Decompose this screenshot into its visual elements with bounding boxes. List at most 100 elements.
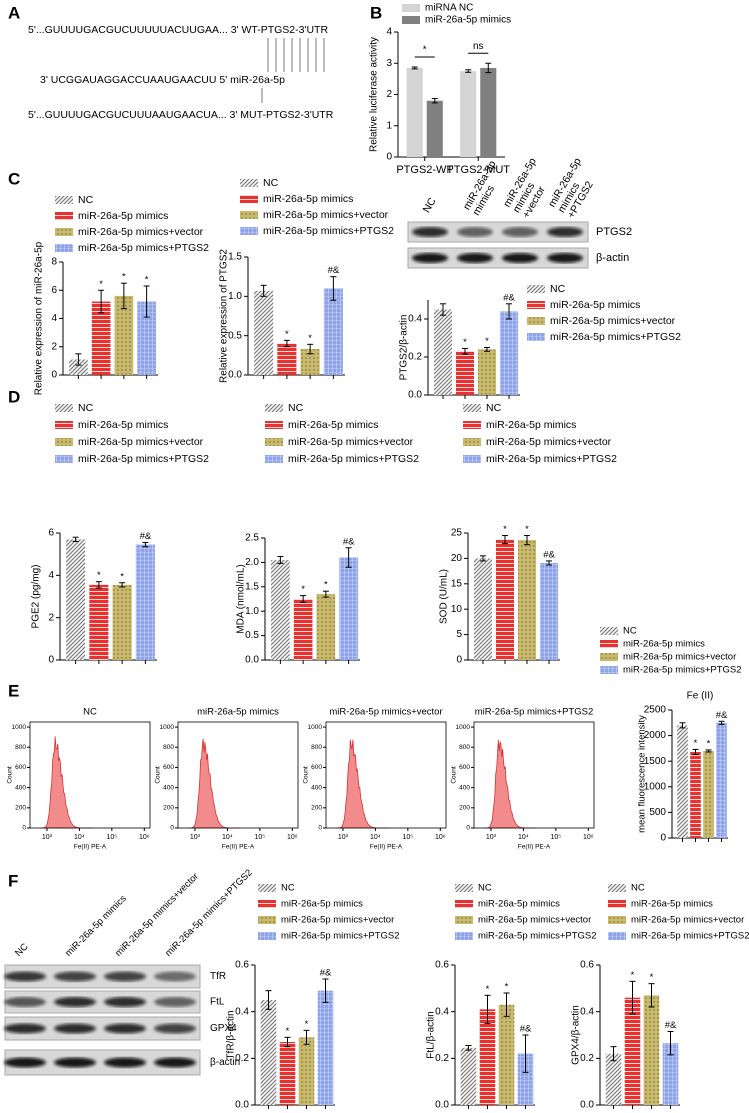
blot-band — [547, 253, 583, 263]
legend-label: miR-26a-5p mimics+vector — [478, 915, 591, 926]
y-tick-label: 4 — [48, 570, 54, 581]
y-axis-label: Count — [7, 766, 14, 784]
bar — [112, 584, 132, 660]
legend-swatch — [455, 884, 473, 892]
sequence: 3' UCGGAUAGGACCUAAUGAACUU 5' miR-26a-5p — [40, 74, 285, 86]
y-axis-label: Relative luciferase activity — [369, 37, 380, 152]
bar — [677, 725, 688, 838]
legend-swatch — [527, 301, 545, 309]
legend-label: NC — [78, 402, 94, 414]
blot-row-label: TfR — [210, 971, 226, 982]
flow-title: miR-26a-5p mimics+vector — [329, 707, 442, 718]
legend-label: miR-26a-5p mimics — [631, 899, 713, 910]
bar — [539, 562, 559, 660]
significance-label: #& — [343, 536, 355, 547]
x-tick-label: 10⁴ — [74, 834, 85, 841]
y-axis-label: Relative expression of miR-26a-5p — [34, 241, 45, 395]
y-tick-label: 400 — [311, 784, 322, 791]
y-tick-label: 1.0 — [245, 606, 259, 617]
y-axis-label: GPX4/β-actin — [571, 1005, 582, 1065]
x-tick-label: 10⁴ — [222, 834, 233, 841]
flow-title: NC — [83, 707, 97, 718]
bar — [517, 1053, 534, 1105]
bar-chart: 0.0 0.2 0.4 0.6 GPX4/β-actin NC miR-26a-5p mim… — [571, 883, 749, 1111]
legend-swatch — [240, 211, 258, 219]
significance-label: * — [525, 524, 529, 535]
blot-band — [54, 971, 96, 982]
bar — [114, 295, 134, 375]
legend-swatch — [600, 627, 618, 635]
bar — [716, 722, 727, 838]
y-tick-label: 0.4 — [435, 1006, 449, 1017]
blot-band — [154, 997, 196, 1007]
y-tick-label: 600 — [459, 764, 470, 771]
significance-label: * — [286, 1026, 290, 1037]
x-tick-label: 10⁵ — [254, 834, 265, 841]
y-tick-label: 400 — [163, 784, 174, 791]
blot-band — [4, 971, 46, 982]
bar — [690, 751, 701, 838]
legend-swatch — [455, 900, 473, 908]
y-axis-label: PTGS2/β-actin — [399, 315, 410, 381]
significance-label: * — [122, 272, 126, 283]
y-tick-label: 0 — [22, 825, 26, 832]
significance-label: #& — [140, 531, 152, 542]
legend-swatch — [463, 404, 481, 412]
legend-swatch — [455, 932, 473, 940]
y-tick-label: 10 — [451, 604, 463, 615]
legend-swatch — [527, 285, 545, 293]
significance-label: * — [631, 970, 635, 981]
legend-label: miR-26a-5p mimics+PTGS2 — [78, 453, 209, 465]
blot-band — [4, 1023, 46, 1034]
seq-pairing-lines — [261, 38, 325, 103]
legend-swatch — [258, 916, 276, 924]
panel-label: D — [8, 387, 20, 406]
bar — [406, 67, 423, 157]
blot-band — [412, 227, 448, 237]
legend-swatch — [463, 438, 481, 446]
x-tick-label: 10³ — [338, 834, 349, 841]
significance-label: ns — [473, 41, 484, 52]
y-tick-label: 2.5 — [245, 533, 259, 544]
flow-title: miR-26a-5p mimics — [197, 707, 279, 718]
significance-label: * — [423, 45, 427, 56]
x-tick-label: 10⁴ — [370, 834, 381, 841]
legend-label: NC — [78, 194, 94, 206]
y-tick-label: 1000 — [308, 724, 323, 731]
panel-label: A — [8, 3, 20, 22]
y-tick-label: 0 — [386, 152, 392, 163]
bar — [254, 290, 274, 375]
bar — [662, 1043, 679, 1105]
legend-label: miR-26a-5p mimics+vector — [623, 652, 736, 663]
significance-label: * — [503, 524, 507, 535]
legend-swatch — [265, 404, 283, 412]
sequence: 5'...GUUUUGACGUCUUUUUACUUGAA... 3' WT-PT… — [28, 24, 328, 36]
y-tick-label: 800 — [459, 744, 470, 751]
legend-swatch — [55, 228, 73, 236]
legend-swatch — [55, 421, 73, 429]
y-tick-label: 1 — [386, 120, 392, 131]
significance-label: * — [324, 580, 328, 591]
panel-label: C — [8, 169, 20, 188]
blot-lane-label: NC — [421, 195, 439, 214]
legend-label: miR-26a-5p mimics+vector — [288, 436, 414, 448]
y-tick-label: 600 — [163, 764, 174, 771]
y-tick-label: 400 — [15, 784, 26, 791]
bar — [455, 351, 475, 395]
legend-label: miR-26a-5p mimics+PTGS2 — [263, 225, 394, 237]
significance-label: * — [145, 275, 149, 286]
y-tick-label: 25 — [451, 528, 463, 539]
x-tick-label: 10⁴ — [518, 834, 529, 841]
legend-label: NC — [263, 177, 279, 189]
bar-chart: 0.0 0.2 0.4 0.6 FtL/β-actin NC miR-26a-5p mimi… — [426, 883, 597, 1111]
bar — [135, 544, 155, 660]
y-tick-label: 0.0 — [435, 1100, 449, 1111]
y-tick-label: 1000 — [456, 724, 471, 731]
x-tick-label: PTGS2-MUT — [446, 164, 510, 176]
legend-label: miR-26a-5p mimics+vector — [281, 915, 394, 926]
significance-label: #& — [520, 1024, 532, 1035]
bar-chart: 0 5 10 15 20 25 SOD (U/mL) NC miR-26a-5p mimics m… — [439, 402, 618, 666]
bar — [300, 349, 320, 375]
legend-swatch — [240, 195, 258, 203]
